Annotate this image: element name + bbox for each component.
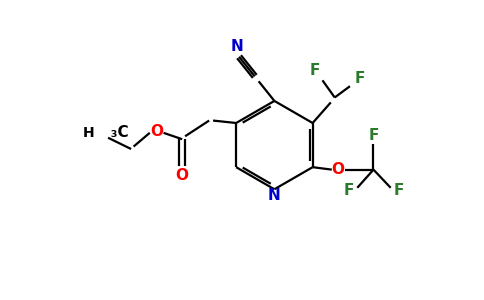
Text: O: O: [332, 162, 345, 177]
Text: O: O: [150, 124, 163, 139]
Text: F: F: [310, 62, 320, 77]
Text: N: N: [268, 188, 281, 202]
Text: F: F: [355, 71, 365, 86]
Text: F: F: [344, 183, 354, 198]
Text: H: H: [83, 126, 95, 140]
Text: O: O: [176, 167, 189, 182]
Text: F: F: [394, 183, 404, 198]
Text: F: F: [368, 128, 378, 143]
Text: ₃C: ₃C: [95, 125, 128, 140]
Text: N: N: [231, 39, 243, 54]
